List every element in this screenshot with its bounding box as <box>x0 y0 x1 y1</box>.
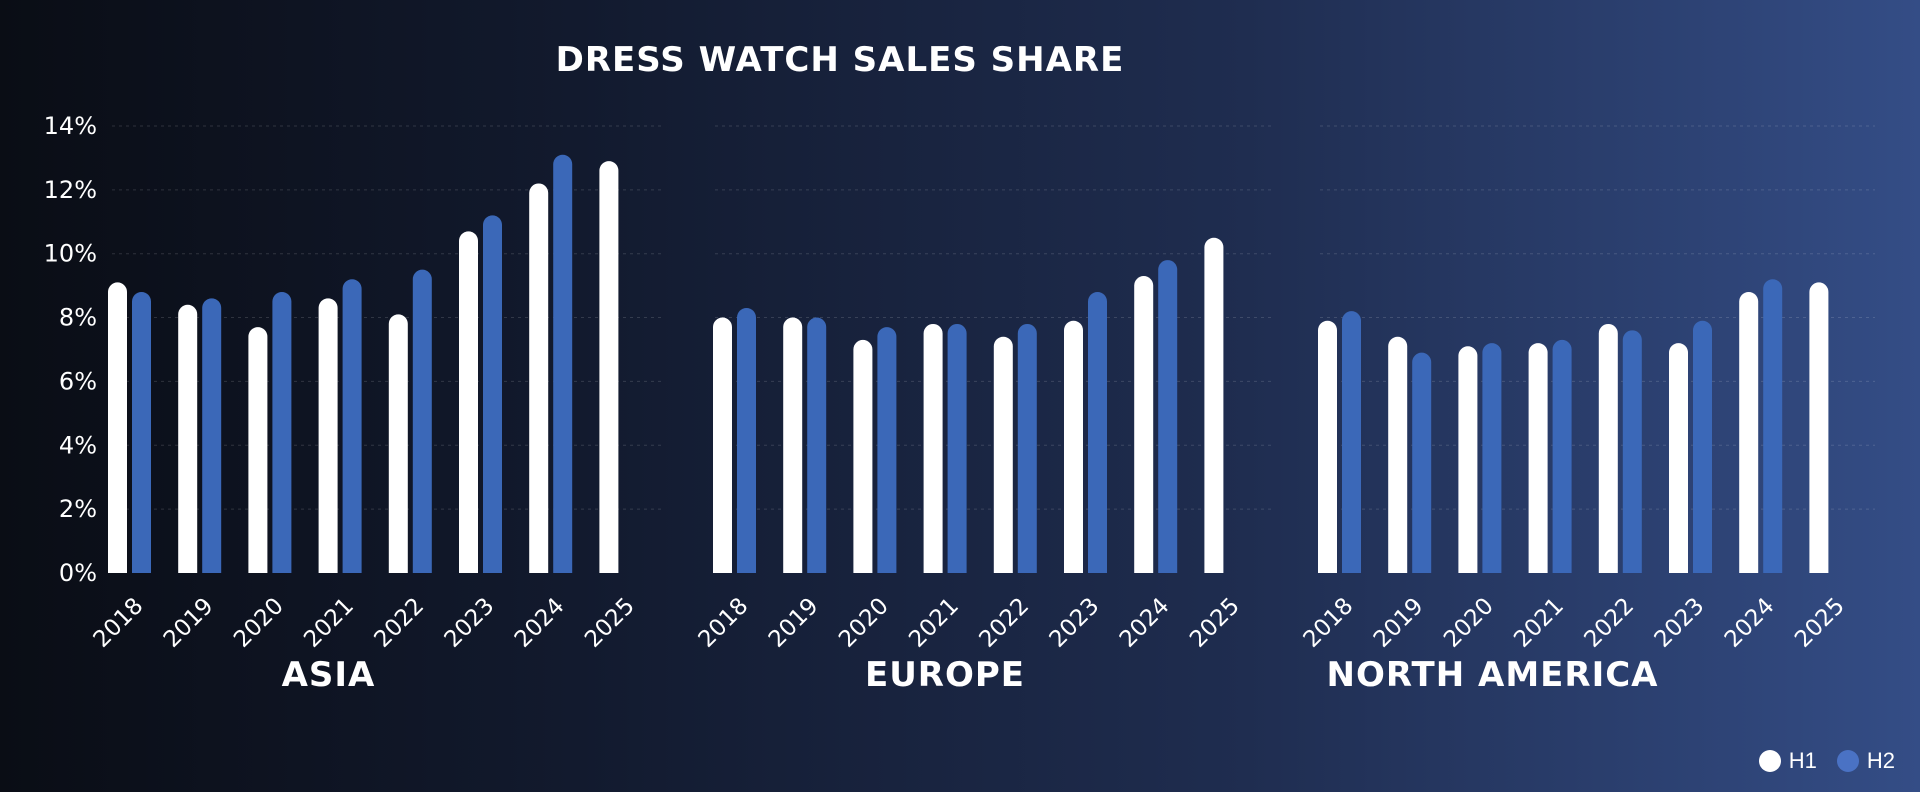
bar-europe-2019-h2 <box>807 317 827 573</box>
bar-north-america-2021-h1 <box>1528 343 1548 573</box>
x-tick-label: 2021 <box>299 593 359 653</box>
bar-north-america-2021-h2 <box>1552 339 1572 573</box>
bar-europe-2024-h1 <box>1134 276 1154 573</box>
x-tick-label: 2025 <box>580 593 640 653</box>
bar-north-america-2018-h2 <box>1342 311 1361 573</box>
x-tick-label: 2019 <box>1369 593 1429 653</box>
bar-asia-2021-h1 <box>318 298 338 573</box>
x-tick-label: 2020 <box>229 593 289 653</box>
bar-asia-2018-h2 <box>132 292 151 573</box>
bar-asia-2022-h2 <box>412 269 432 573</box>
bar-europe-2021-h2 <box>947 323 967 573</box>
x-tick-label: 2022 <box>974 593 1034 653</box>
y-tick-label: 8% <box>59 304 97 332</box>
legend-item-h1: H1 <box>1758 748 1817 774</box>
bar-europe-2020-h2 <box>877 327 897 573</box>
bar-asia-2023-h1 <box>459 231 478 573</box>
chart-title: DRESS WATCH SALES SHARE <box>555 40 1125 80</box>
bar-europe-2021-h1 <box>923 323 943 573</box>
legend-label-h2: H2 <box>1866 748 1895 773</box>
bar-asia-2024-h1 <box>529 183 549 574</box>
region-label-europe: EUROPE <box>865 655 1025 695</box>
x-tick-label: 2021 <box>904 593 964 653</box>
y-tick-label: 0% <box>59 559 97 587</box>
bar-asia-2023-h2 <box>483 215 502 573</box>
bar-north-america-2022-h2 <box>1622 330 1642 573</box>
x-tick-label: 2020 <box>834 593 894 653</box>
bar-europe-2025-h1 <box>1204 237 1224 573</box>
bar-europe-2022-h2 <box>1017 323 1037 573</box>
bar-europe-2022-h1 <box>993 336 1013 573</box>
legend-swatch-h1 <box>1758 750 1781 772</box>
bar-europe-2018-h2 <box>737 307 756 573</box>
y-tick-label: 4% <box>59 431 97 459</box>
x-tick-label: 2021 <box>1509 593 1569 653</box>
x-tick-label: 2022 <box>369 593 429 653</box>
bar-asia-2019-h1 <box>178 304 198 573</box>
x-tick-label: 2025 <box>1185 593 1245 653</box>
x-tick-label: 2018 <box>1299 593 1359 653</box>
bar-asia-2018-h1 <box>108 282 127 573</box>
x-tick-label: 2024 <box>1115 593 1175 653</box>
bar-europe-2024-h2 <box>1158 260 1178 573</box>
bar-north-america-2020-h2 <box>1482 343 1502 573</box>
x-tick-label: 2024 <box>1720 593 1780 653</box>
x-tick-label: 2022 <box>1579 593 1639 653</box>
bar-north-america-2022-h1 <box>1598 323 1618 573</box>
y-tick-label: 2% <box>59 495 97 523</box>
bar-asia-2021-h2 <box>342 279 362 573</box>
x-tick-label: 2023 <box>1045 593 1105 653</box>
bar-north-america-2023-h2 <box>1693 320 1712 573</box>
bar-north-america-2025-h1 <box>1809 282 1829 573</box>
x-tick-label: 2019 <box>764 593 824 653</box>
legend: H1 H2 <box>1758 748 1895 774</box>
x-tick-label: 2020 <box>1439 593 1499 653</box>
x-tick-label: 2023 <box>1650 593 1710 653</box>
bar-north-america-2020-h1 <box>1458 346 1478 573</box>
bar-europe-2018-h1 <box>713 317 732 573</box>
bar-europe-2020-h1 <box>853 339 873 573</box>
y-tick-label: 14% <box>44 112 97 140</box>
legend-item-h2: H2 <box>1836 748 1895 774</box>
y-tick-label: 10% <box>44 240 97 268</box>
bar-asia-2020-h2 <box>272 292 292 573</box>
bar-north-america-2024-h1 <box>1739 292 1759 573</box>
x-tick-label: 2025 <box>1790 593 1850 653</box>
bar-north-america-2024-h2 <box>1763 279 1783 573</box>
x-tick-label: 2018 <box>89 593 149 653</box>
bar-asia-2025-h1 <box>599 161 619 573</box>
bar-europe-2023-h1 <box>1064 320 1083 573</box>
legend-swatch-h2 <box>1836 750 1859 772</box>
bar-north-america-2019-h2 <box>1412 352 1432 573</box>
region-label-north-america: NORTH AMERICA <box>1327 655 1659 695</box>
bar-north-america-2023-h1 <box>1669 343 1688 573</box>
y-tick-label: 6% <box>59 367 97 395</box>
x-tick-label: 2019 <box>159 593 219 653</box>
y-tick-label: 12% <box>44 176 97 204</box>
bar-europe-2023-h2 <box>1088 292 1107 573</box>
bar-asia-2020-h1 <box>248 327 268 573</box>
bar-asia-2019-h2 <box>202 298 222 573</box>
bar-asia-2024-h2 <box>553 154 573 574</box>
x-tick-label: 2018 <box>694 593 754 653</box>
bar-asia-2022-h1 <box>388 314 408 573</box>
legend-label-h1: H1 <box>1788 748 1817 773</box>
bar-north-america-2018-h1 <box>1318 320 1337 573</box>
x-tick-label: 2023 <box>440 593 500 653</box>
bar-europe-2019-h1 <box>783 317 803 573</box>
x-tick-label: 2024 <box>510 593 570 653</box>
bar-north-america-2019-h1 <box>1388 336 1408 573</box>
region-label-asia: ASIA <box>282 655 376 695</box>
